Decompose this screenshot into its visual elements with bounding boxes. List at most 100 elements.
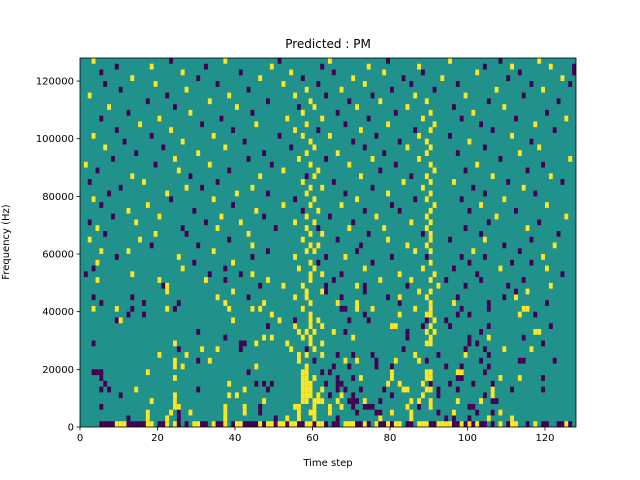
heatmap-cell [335, 421, 340, 427]
heatmap-cell [304, 421, 309, 427]
heatmap-cell [219, 115, 224, 122]
heatmap-cell [533, 311, 538, 318]
heatmap-cell [114, 421, 119, 427]
heatmap-cell [130, 173, 135, 180]
heatmap-cell [316, 225, 321, 231]
heatmap-cell [362, 282, 367, 289]
heatmap-cell [246, 86, 251, 93]
heatmap-cell [397, 311, 402, 318]
heatmap-cell [502, 242, 507, 249]
heatmap-cell [545, 421, 549, 427]
heatmap-cell [308, 386, 313, 393]
heatmap-cell [99, 386, 104, 393]
heatmap-cell [428, 386, 433, 393]
heatmap-cell [475, 161, 480, 168]
x-tick-label: 40 [229, 433, 242, 444]
heatmap-cell [355, 421, 359, 427]
heatmap-cell [281, 202, 286, 208]
heatmap-cell [413, 127, 418, 133]
heatmap-cell [153, 230, 158, 237]
heatmap-cell [366, 317, 371, 324]
heatmap-cell [409, 173, 414, 180]
heatmap-cell [351, 392, 356, 399]
heatmap-cell [463, 346, 468, 353]
heatmap-cell [285, 421, 290, 427]
heatmap-cell [297, 415, 301, 422]
heatmap-cell [285, 415, 290, 422]
heatmap-cell [370, 92, 375, 99]
heatmap-cell [285, 115, 290, 122]
heatmap-cell [432, 271, 437, 278]
heatmap-cell [436, 409, 441, 416]
heatmap-cell [335, 398, 340, 404]
heatmap-cell [568, 81, 573, 87]
heatmap-cell [196, 386, 201, 393]
heatmap-cell [328, 392, 332, 399]
heatmap-cell [378, 421, 383, 427]
heatmap-cell [173, 403, 177, 410]
heatmap-cell [486, 334, 491, 341]
heatmap-cell [254, 421, 259, 427]
heatmap-cell [490, 421, 495, 427]
heatmap-cell [285, 340, 290, 347]
heatmap-cell [463, 352, 468, 358]
heatmap-cell [118, 421, 123, 427]
heatmap-cell [494, 398, 499, 404]
heatmap-cell [552, 242, 557, 249]
heatmap-cell [173, 398, 177, 404]
heatmap-cell [424, 421, 429, 427]
heatmap-cell [312, 346, 317, 353]
heatmap-cell [428, 207, 433, 214]
y-tick-label: 40000 [42, 307, 74, 318]
heatmap-cell [142, 421, 146, 427]
heatmap-cell [103, 81, 108, 87]
heatmap-cell [262, 213, 266, 220]
heatmap-cell [304, 288, 309, 295]
heatmap-cell [339, 202, 344, 208]
heatmap-cell [130, 294, 135, 301]
heatmap-cell [339, 403, 344, 410]
heatmap-cell [424, 254, 429, 260]
heatmap-cell [455, 294, 460, 301]
heatmap-cell [564, 213, 569, 220]
heatmap-cell [432, 317, 437, 324]
heatmap-cell [510, 421, 514, 427]
heatmap-cell [428, 311, 433, 318]
heatmap-cell [490, 409, 495, 416]
heatmap-cell [293, 127, 297, 133]
heatmap-cell [235, 421, 239, 427]
heatmap-cell [165, 288, 170, 295]
heatmap-cell [533, 328, 538, 335]
heatmap-cell [366, 63, 371, 70]
heatmap-cell [111, 421, 115, 427]
heatmap-cell [428, 323, 433, 329]
y-tick-label: 80000 [42, 192, 74, 203]
heatmap-cell [91, 132, 96, 139]
heatmap-cell [320, 421, 325, 427]
heatmap-cell [138, 236, 142, 243]
heatmap-cell [436, 386, 441, 393]
heatmap-cell [428, 334, 433, 341]
heatmap-cell [235, 392, 239, 399]
heatmap-cell [374, 409, 379, 416]
heatmap-cell [122, 138, 127, 145]
heatmap-cell [293, 196, 297, 203]
heatmap-cell [428, 300, 433, 306]
heatmap-cell [548, 63, 553, 70]
heatmap-cell [397, 300, 402, 306]
heatmap-cell [479, 398, 483, 404]
heatmap-cell [312, 357, 317, 364]
heatmap-cell [293, 323, 297, 329]
heatmap-cell [486, 323, 491, 329]
heatmap-cell [568, 156, 573, 162]
heatmap-cell [483, 63, 487, 70]
heatmap-cell [204, 277, 208, 283]
heatmap-cell [428, 248, 433, 255]
heatmap-cell [432, 167, 437, 174]
heatmap-cell [459, 115, 464, 122]
heatmap-cell [490, 392, 495, 399]
heatmap-cell [254, 121, 259, 128]
heatmap-cell [99, 300, 104, 306]
heatmap-cell [440, 75, 445, 82]
heatmap-cell [87, 179, 92, 185]
